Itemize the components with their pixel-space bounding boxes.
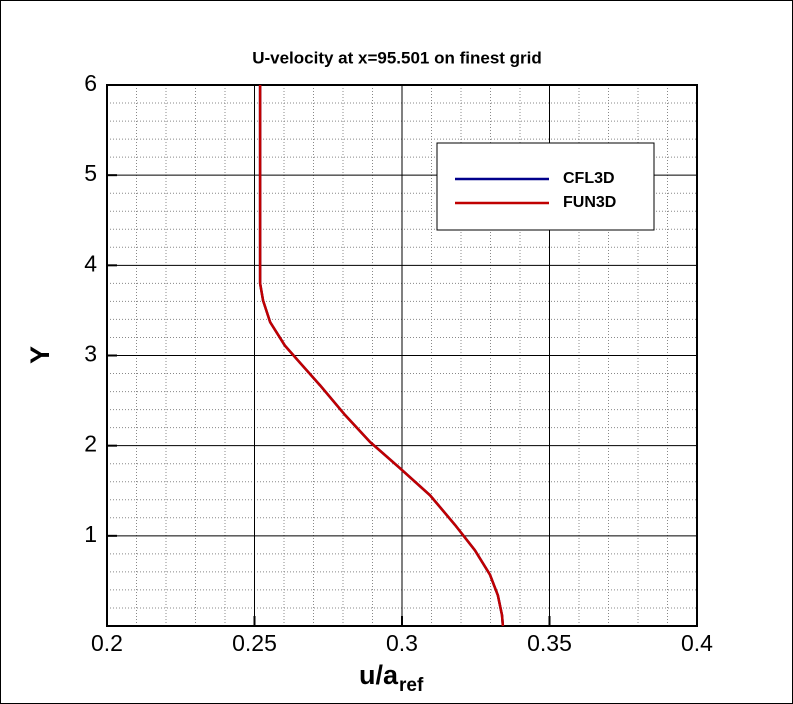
x-tick-label: 0.35 (527, 630, 572, 656)
legend-box (436, 142, 655, 231)
legend-label: FUN3D (563, 194, 616, 211)
y-tick-label: 4 (84, 250, 97, 276)
y-tick-label: 3 (84, 341, 97, 367)
x-tick-label: 0.4 (681, 630, 713, 656)
chart-title: U-velocity at x=95.501 on finest grid (252, 48, 542, 67)
y-tick-label: 2 (84, 431, 97, 457)
y-tick-label: 6 (84, 70, 97, 96)
y-tick-label: 1 (84, 521, 97, 547)
x-axis-label: u/a (359, 660, 399, 690)
y-axis-label: Y (25, 346, 55, 364)
x-tick-label: 0.25 (232, 630, 277, 656)
plot-border (106, 84, 698, 627)
series-line (258, 85, 505, 627)
x-axis-label-sub: ref (399, 675, 424, 696)
y-tick-label: 5 (84, 160, 97, 186)
x-tick-label: 0.3 (386, 630, 418, 656)
x-tick-label: 0.2 (91, 630, 123, 656)
legend-label: CFL3D (563, 170, 615, 187)
